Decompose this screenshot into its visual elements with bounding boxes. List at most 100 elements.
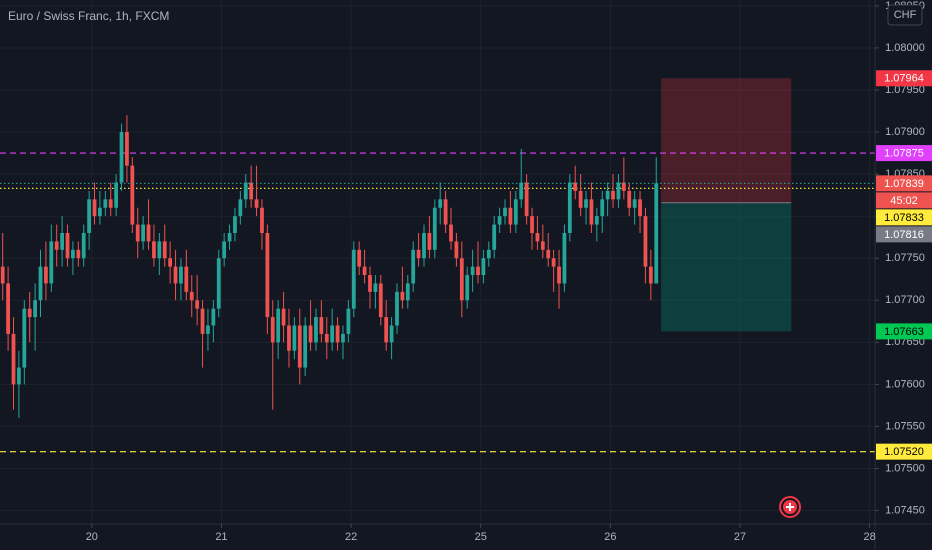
price-label: 1.07663	[876, 323, 932, 340]
candle-body	[6, 283, 10, 334]
candle-body	[481, 258, 486, 276]
candle-body	[200, 308, 205, 334]
price-label: 1.07833	[876, 209, 932, 226]
candle-body	[265, 232, 270, 318]
candle-body	[146, 224, 151, 242]
candle-body	[152, 241, 156, 259]
candle-body	[292, 325, 297, 351]
candle-body	[416, 249, 421, 259]
candle-body	[114, 182, 119, 208]
candle-body	[470, 266, 475, 276]
flag-cross	[786, 503, 794, 511]
candle-body	[125, 132, 129, 166]
candle-body	[411, 249, 416, 284]
flag-icon[interactable]	[779, 496, 801, 518]
candle-body	[189, 291, 194, 301]
y-tick-label: 1.07450	[885, 504, 925, 516]
candle-body	[308, 325, 313, 343]
y-tick-label: 1.08000	[885, 42, 925, 54]
candle-body	[330, 325, 335, 343]
candle-body	[578, 190, 583, 208]
candle-body	[141, 224, 146, 242]
candle-body	[432, 207, 437, 250]
candle-body	[65, 232, 70, 259]
candle-body	[546, 249, 551, 259]
price-label-text: 1.07839	[884, 178, 924, 190]
candle-body	[454, 241, 459, 259]
candle-body	[335, 325, 340, 343]
candle-body	[362, 266, 367, 276]
candle-body	[297, 325, 302, 368]
candle-body	[179, 266, 183, 284]
candle-body	[351, 249, 356, 309]
candle-body	[497, 216, 502, 225]
candle-body	[562, 232, 567, 284]
candle-body	[314, 317, 318, 343]
candle-body	[486, 249, 491, 259]
candle-body	[616, 182, 621, 200]
candle-body	[341, 333, 345, 343]
candle-body	[368, 275, 372, 292]
price-label: 1.07816	[876, 226, 932, 243]
candle-body	[249, 182, 254, 200]
candle-body	[427, 232, 432, 250]
price-label-box	[876, 70, 932, 87]
x-tick-label: 20	[86, 531, 98, 543]
x-tick-label: 25	[475, 531, 487, 543]
price-label-text: 1.07520	[884, 446, 924, 458]
candle-body	[287, 325, 291, 351]
candle-body	[459, 258, 464, 301]
y-tick-label: 1.07950	[885, 84, 925, 96]
candle-body	[222, 241, 227, 259]
candle-body	[492, 224, 497, 250]
x-tick-label: 27	[734, 531, 746, 543]
candle-body	[654, 183, 659, 284]
price-label-box	[876, 443, 932, 460]
candle-body	[508, 207, 513, 225]
countdown: 45:02	[890, 195, 918, 207]
countdown-label: 45:02	[876, 192, 932, 209]
candle-body	[206, 325, 210, 334]
candle-body	[632, 199, 637, 208]
stop-zone[interactable]	[661, 78, 792, 203]
candle-body	[303, 325, 308, 368]
price-label-box	[876, 209, 932, 226]
price-label-box	[876, 145, 932, 162]
candle-body	[605, 190, 610, 200]
currency-box[interactable]	[887, 4, 923, 26]
candle-body	[449, 224, 453, 242]
candle-body	[211, 308, 216, 326]
y-tick-label: 1.07600	[885, 378, 925, 390]
x-tick-label: 21	[215, 531, 227, 543]
candle-body	[254, 199, 259, 208]
grid	[0, 0, 875, 524]
candle-body	[346, 308, 351, 334]
candle-body	[81, 232, 86, 259]
candle-body	[627, 190, 632, 208]
candle-body	[638, 199, 642, 217]
candle-body	[373, 283, 378, 292]
price-label-text: 1.07833	[884, 212, 924, 224]
candle-body	[98, 207, 102, 217]
price-label-text: 1.07663	[884, 326, 924, 338]
y-tick-label: 1.07750	[885, 252, 925, 264]
candle-body	[243, 182, 248, 200]
candle-body	[465, 275, 470, 301]
candle-body	[162, 241, 167, 259]
candle-body	[260, 207, 264, 233]
price-label-box	[876, 175, 932, 192]
target-zone[interactable]	[661, 202, 792, 332]
candle-body	[611, 190, 615, 200]
candle-body	[227, 232, 232, 242]
candle-body	[400, 291, 405, 301]
y-tick-label: 1.07700	[885, 294, 925, 306]
candle-body	[503, 207, 507, 217]
candle-body	[11, 333, 16, 385]
candle-body	[38, 266, 43, 301]
candle-body	[108, 199, 113, 208]
x-tick-label: 22	[345, 531, 357, 543]
candle-body	[540, 241, 545, 250]
candle-body	[216, 258, 221, 309]
price-label-box	[876, 192, 932, 209]
candle-body	[594, 216, 599, 225]
